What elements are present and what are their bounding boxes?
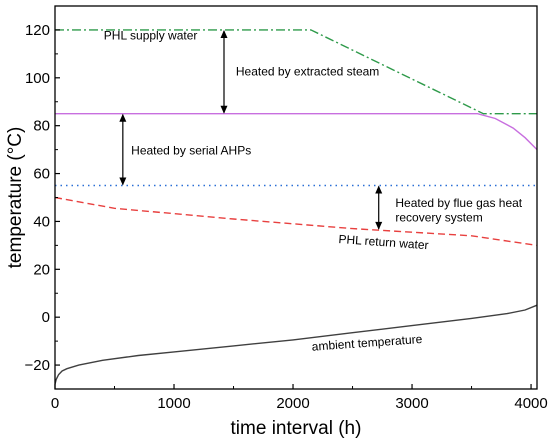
annotation-label-5: PHL return water <box>338 232 429 252</box>
x-tick-label: 2000 <box>276 395 309 412</box>
annotation-label-2: Heated by serial AHPs <box>131 143 251 157</box>
phl-supply-water-line <box>55 29 537 115</box>
phl-return-water-line <box>55 196 537 247</box>
y-tick-label: 120 <box>25 22 50 39</box>
annotation-arrow-1 <box>119 113 127 186</box>
annotation-arrow-0 <box>220 29 228 114</box>
x-tick-label: 3000 <box>395 395 428 412</box>
annotation-label-3: Heated by flue gas heat <box>395 196 522 210</box>
annotation-label-0: PHL supply water <box>104 29 198 43</box>
annotation-label-4: recovery system <box>395 210 482 224</box>
y-tick-label: 0 <box>42 309 50 326</box>
x-tick-label: 0 <box>51 395 59 412</box>
y-axis-title: temperature (°C) <box>5 127 26 269</box>
y-tick-label: 20 <box>33 261 50 278</box>
y-tick-label: 100 <box>25 70 50 87</box>
y-tick-label: 60 <box>33 166 50 183</box>
y-tick-label: 40 <box>33 213 50 230</box>
series-1-line <box>55 112 537 151</box>
x-tick-label: 1000 <box>157 395 190 412</box>
annotation-label-1: Heated by extracted steam <box>236 64 379 78</box>
y-tick-label: −20 <box>25 357 50 374</box>
annotation-arrow-2 <box>375 185 383 230</box>
x-axis-title: time interval (h) <box>231 418 362 439</box>
y-tick-label: 80 <box>33 118 50 135</box>
x-tick-label: 4000 <box>514 395 547 412</box>
ambient-temperature-line <box>55 304 537 385</box>
